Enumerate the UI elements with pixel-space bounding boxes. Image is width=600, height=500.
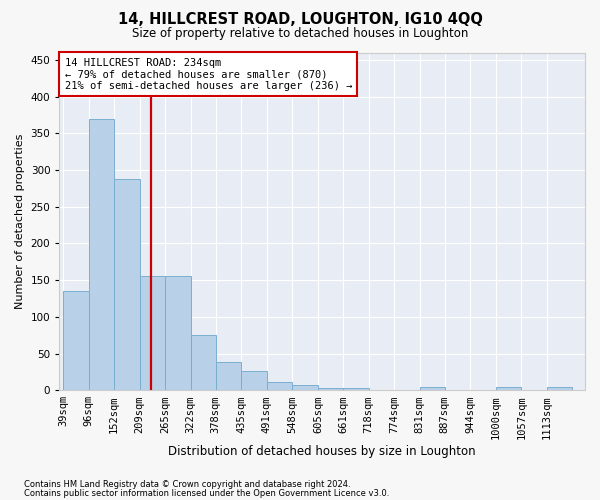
Bar — [63, 291, 89, 390]
Bar — [216, 362, 241, 390]
Bar — [292, 385, 318, 390]
Bar — [140, 276, 165, 390]
Bar — [496, 388, 521, 390]
Text: Size of property relative to detached houses in Loughton: Size of property relative to detached ho… — [132, 28, 468, 40]
Text: Contains HM Land Registry data © Crown copyright and database right 2024.: Contains HM Land Registry data © Crown c… — [24, 480, 350, 489]
Bar — [318, 388, 343, 390]
Text: Contains public sector information licensed under the Open Government Licence v3: Contains public sector information licen… — [24, 488, 389, 498]
Text: 14, HILLCREST ROAD, LOUGHTON, IG10 4QQ: 14, HILLCREST ROAD, LOUGHTON, IG10 4QQ — [118, 12, 482, 28]
Bar — [165, 276, 191, 390]
Y-axis label: Number of detached properties: Number of detached properties — [15, 134, 25, 309]
Bar — [343, 388, 369, 390]
Bar — [547, 388, 572, 390]
Bar — [89, 118, 114, 390]
Bar — [419, 388, 445, 390]
Bar — [241, 371, 266, 390]
Bar — [191, 336, 216, 390]
Bar — [266, 382, 292, 390]
Bar — [114, 179, 140, 390]
Text: 14 HILLCREST ROAD: 234sqm
← 79% of detached houses are smaller (870)
21% of semi: 14 HILLCREST ROAD: 234sqm ← 79% of detac… — [65, 58, 352, 91]
X-axis label: Distribution of detached houses by size in Loughton: Distribution of detached houses by size … — [169, 444, 476, 458]
